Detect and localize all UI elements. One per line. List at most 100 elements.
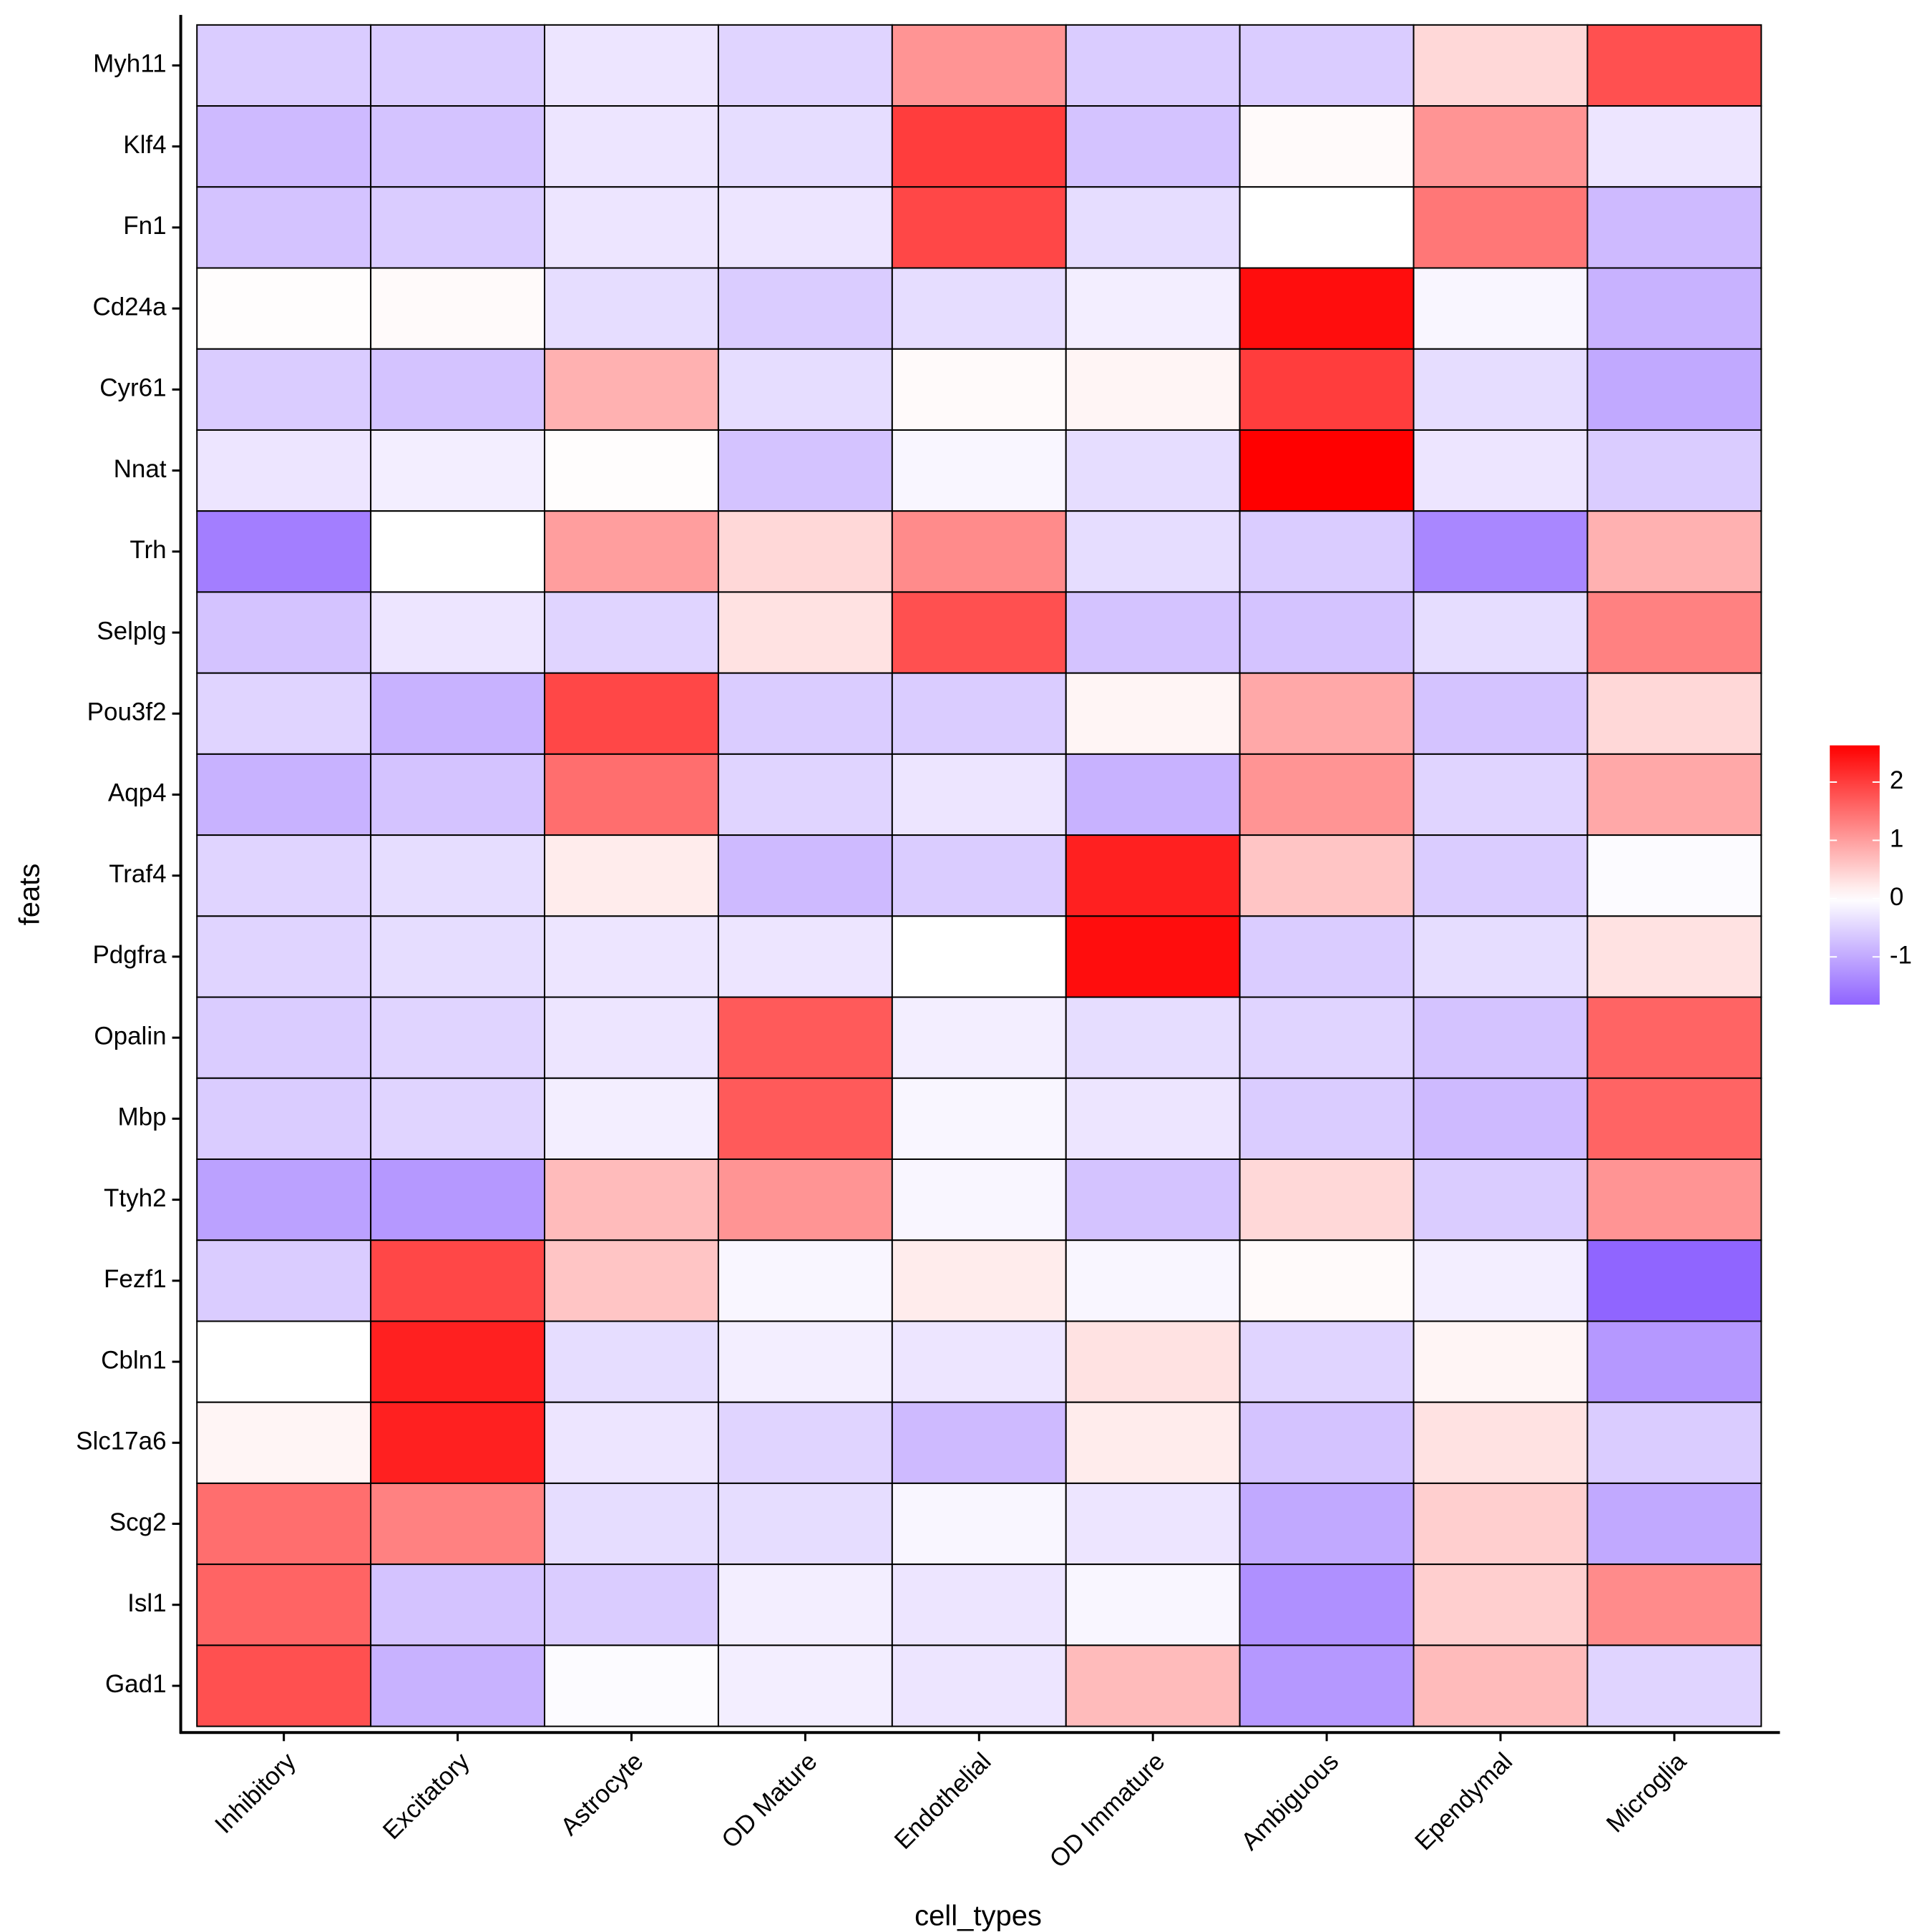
heatmap-cell: [370, 591, 546, 674]
heatmap-cell: [1065, 1158, 1241, 1241]
heatmap-cell: [1413, 996, 1589, 1079]
heatmap-cell: [370, 1563, 546, 1646]
y-tick-label: Gad1: [105, 1670, 167, 1698]
heatmap-cell: [717, 1482, 893, 1566]
y-tick-label: Selplg: [97, 617, 166, 645]
heatmap-cell: [370, 348, 546, 431]
x-tick-label: Endothelial: [889, 1747, 996, 1855]
heatmap-cell: [1586, 1563, 1762, 1646]
heatmap-cell: [1239, 1401, 1415, 1484]
heatmap-cell: [1413, 1239, 1589, 1322]
heatmap-cell: [196, 105, 372, 188]
heatmap-cell: [717, 834, 893, 917]
heatmap-cell: [196, 834, 372, 917]
heatmap-cell: [717, 996, 893, 1079]
heatmap-cell: [891, 1320, 1067, 1403]
legend-tick-label: 1: [1890, 825, 1903, 853]
heatmap-cell: [891, 1077, 1067, 1160]
heatmap-cell: [891, 1644, 1067, 1727]
heatmap-cell: [717, 1401, 893, 1484]
heatmap-cell: [891, 834, 1067, 917]
heatmap-cell: [544, 24, 719, 107]
heatmap-cell: [370, 429, 546, 512]
heatmap-cell: [1413, 24, 1589, 107]
y-tick-label: Traf4: [109, 860, 166, 888]
heatmap-cell: [1065, 348, 1241, 431]
heatmap-cell: [1586, 1320, 1762, 1403]
heatmap-cell: [1413, 1320, 1589, 1403]
legend-bar: [1830, 745, 1880, 1005]
heatmap-cell: [1586, 834, 1762, 917]
heatmap-cell: [1413, 1401, 1589, 1484]
heatmap-cell: [717, 24, 893, 107]
heatmap-cell: [1065, 186, 1241, 269]
heatmap-cell: [1239, 834, 1415, 917]
heatmap-cell: [1586, 915, 1762, 998]
heatmap-cell: [196, 1482, 372, 1566]
heatmap-cell: [196, 267, 372, 350]
heatmap-cell: [370, 24, 546, 107]
heatmap-cell: [891, 267, 1067, 350]
y-tick-label: Cd24a: [92, 293, 167, 321]
heatmap-cell: [717, 1563, 893, 1646]
heatmap-cell: [544, 105, 719, 188]
heatmap-cell: [1586, 1158, 1762, 1241]
heatmap-cell: [544, 510, 719, 593]
heatmap-cell: [370, 186, 546, 269]
heatmap-cell: [1413, 429, 1589, 512]
heatmap-cell: [544, 1644, 719, 1727]
y-tick-label: Ttyh2: [104, 1184, 167, 1212]
heatmap-cell: [891, 672, 1067, 755]
heatmap-cell: [1239, 267, 1415, 350]
heatmap-cell: [1413, 348, 1589, 431]
y-tick-label: Scg2: [109, 1508, 167, 1536]
x-tick-label: OD Immature: [1044, 1747, 1170, 1873]
heatmap-cell: [1586, 24, 1762, 107]
heatmap-cell: [544, 1239, 719, 1322]
legend-tick-label: -1: [1890, 941, 1912, 969]
x-axis-title: cell_types: [914, 1901, 1042, 1932]
heatmap-cell: [544, 996, 719, 1079]
y-tick-label: Opalin: [94, 1022, 166, 1050]
heatmap-cell: [196, 1644, 372, 1727]
heatmap-cell: [196, 1563, 372, 1646]
heatmap-cell: [1586, 591, 1762, 674]
heatmap-cell: [1065, 429, 1241, 512]
heatmap-cell: [196, 24, 372, 107]
heatmap-cell: [1239, 1482, 1415, 1566]
heatmap-cell: [1413, 1563, 1589, 1646]
heatmap-cell: [544, 429, 719, 512]
heatmap-cell: [544, 1158, 719, 1241]
y-axis-title: feats: [14, 864, 46, 926]
heatmap-cell: [717, 1644, 893, 1727]
heatmap-cell: [544, 591, 719, 674]
heatmap-cell: [544, 1077, 719, 1160]
heatmap-cell: [1413, 591, 1589, 674]
x-tick-label: Microglia: [1601, 1747, 1692, 1838]
y-tick-label: Myh11: [93, 50, 166, 78]
y-tick-label: Cbln1: [101, 1346, 166, 1374]
heatmap-cell: [370, 1158, 546, 1241]
heatmap-cell: [370, 672, 546, 755]
y-tick-label: Fn1: [123, 212, 166, 240]
heatmap-cell: [891, 348, 1067, 431]
heatmap-cell: [1239, 186, 1415, 269]
x-tick-label: Astrocyte: [555, 1747, 649, 1841]
heatmap-cell: [891, 1482, 1067, 1566]
heatmap-cell: [370, 834, 546, 917]
heatmap-cell: [370, 996, 546, 1079]
x-tick-label: Excitatory: [378, 1747, 476, 1845]
heatmap-cell: [717, 672, 893, 755]
heatmap-cell: [1065, 24, 1241, 107]
heatmap-cell: [1413, 915, 1589, 998]
heatmap-cell: [1586, 1239, 1762, 1322]
heatmap-cell: [717, 510, 893, 593]
heatmap-cell: [1239, 429, 1415, 512]
heatmap-cell: [1239, 1563, 1415, 1646]
heatmap-cell: [1413, 672, 1589, 755]
legend-tick-label: 2: [1890, 766, 1903, 794]
heatmap-cell: [1065, 915, 1241, 998]
heatmap-cell: [717, 1239, 893, 1322]
heatmap-cell: [891, 1401, 1067, 1484]
